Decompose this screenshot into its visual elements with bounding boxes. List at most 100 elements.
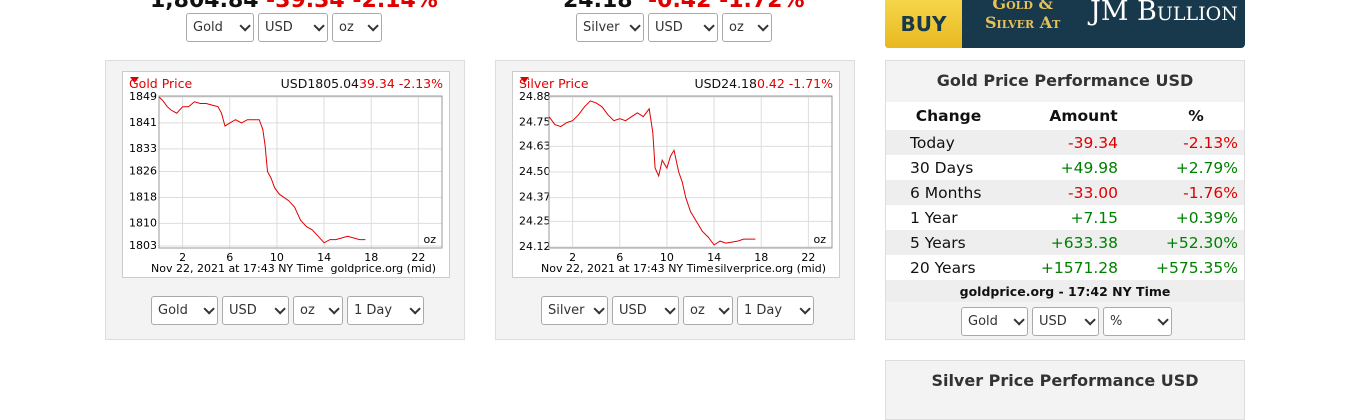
chart-title: Silver Price — [519, 76, 589, 91]
dropdown[interactable]: USD — [1032, 307, 1099, 336]
x-tick-label: 18 — [364, 251, 378, 264]
performance-title: Silver Price Performance USD — [931, 371, 1199, 390]
plot-frame — [158, 95, 443, 249]
dropdown[interactable]: Silver — [576, 13, 644, 42]
table-cell: +2.79% — [1175, 158, 1238, 177]
chart-title: Gold Price — [129, 76, 193, 91]
price-line — [548, 100, 756, 246]
ad-brand: JM Bullion — [1090, 0, 1238, 27]
x-tick-label: 6 — [226, 251, 233, 264]
page: 1,804.84 -39.34 -2.14% 24.18 -0.42 -1.72… — [0, 0, 1366, 400]
y-tick-label: 1810 — [129, 216, 157, 229]
price-line — [158, 96, 366, 244]
select-row: Silver USD oz — [576, 13, 772, 42]
table-row: 5 Years +633.38 +52.30% — [886, 230, 1244, 255]
y-tick-label: 1849 — [129, 90, 157, 103]
ad-tagline: Gold & Silver At — [985, 0, 1060, 32]
table-cell: 5 Years — [910, 233, 966, 252]
select-row: Gold USD% — [961, 307, 1172, 336]
y-tick-label: 24.25 — [519, 214, 551, 227]
chart-panel: Silver Price USD24.18 0.42 -1.71% 24.88 24.7… — [495, 60, 855, 340]
dropdown[interactable]: Gold — [151, 296, 218, 325]
y-tick-label: 1826 — [129, 165, 157, 178]
table-cell: -33.00 — [1068, 183, 1118, 202]
silver-price: 24.18 — [563, 0, 633, 13]
chart-quote: USD24.18 0.42 -1.71% — [520, 76, 833, 91]
dropdown[interactable]: oz — [683, 296, 733, 325]
table-row: 30 Days +49.98 +2.79% — [886, 155, 1244, 180]
unit-label: oz — [423, 233, 436, 246]
x-tick-label: 14 — [317, 251, 331, 264]
down-arrow-shape — [130, 77, 139, 83]
down-arrow — [130, 77, 139, 83]
dropdown[interactable]: 1 Day — [737, 296, 814, 325]
ad-banner[interactable]: BUY Gold & Silver At JM Bullion — [885, 0, 1245, 48]
y-tick-label: 24.37 — [519, 191, 551, 204]
table-cell: Today — [910, 133, 955, 152]
x-tick-label: 10 — [270, 251, 284, 264]
chart-quote: USD1805.04 39.34 -2.13% — [130, 76, 443, 91]
gold-change: -39.34 -2.14% — [266, 0, 438, 13]
dropdown[interactable]: USD — [258, 13, 328, 42]
column-header: % — [1188, 107, 1204, 125]
table-cell: +1571.28 — [1040, 258, 1118, 277]
dropdown[interactable]: oz — [293, 296, 343, 325]
table-cell: 20 Years — [910, 258, 976, 277]
table-cell: -2.13% — [1183, 133, 1238, 152]
dropdown[interactable]: oz — [332, 13, 382, 42]
select-row: Gold USD oz 1 Day — [151, 296, 424, 325]
ad-tagline-line: Gold & — [992, 0, 1053, 13]
table-cell: +49.98 — [1060, 158, 1118, 177]
y-tick-label: 1803 — [129, 239, 157, 252]
dropdown[interactable]: USD — [612, 296, 679, 325]
chart: Gold Price USD1805.04 39.34 -2.13% 1849 1841… — [122, 71, 450, 278]
table-cell: +52.30% — [1165, 233, 1238, 252]
dropdown[interactable]: Gold — [186, 13, 254, 42]
ad-tagline-line: Silver At — [985, 13, 1061, 32]
chart-change: 39.34 -2.13% — [359, 76, 443, 91]
dropdown[interactable]: oz — [722, 13, 772, 42]
table-row: 1 Year +7.15 +0.39% — [886, 205, 1244, 230]
column-header: Change — [915, 107, 982, 125]
y-tick-label: 24.75 — [519, 116, 551, 129]
x-tick-label: 6 — [616, 251, 623, 264]
dropdown[interactable]: Gold — [961, 307, 1028, 336]
select-row: Gold USD oz — [186, 13, 382, 42]
table-cell: +575.35% — [1156, 258, 1238, 277]
y-tick-label: 24.50 — [519, 165, 551, 178]
dropdown[interactable]: % — [1103, 307, 1172, 336]
table-row: 20 Years +1571.28 +575.35% — [886, 255, 1244, 280]
column-header: Amount — [1049, 107, 1118, 125]
chart-change: 0.42 -1.71% — [756, 76, 833, 91]
table-source: goldprice.org - 17:42 NY Time — [886, 280, 1244, 302]
x-tick-label: 22 — [801, 251, 815, 264]
performance-title: Gold Price Performance USD — [936, 71, 1194, 90]
y-tick-label: 1818 — [129, 190, 157, 203]
chart: Silver Price USD24.18 0.42 -1.71% 24.88 24.7… — [512, 71, 840, 278]
dropdown[interactable]: USD — [222, 296, 289, 325]
dropdown[interactable]: Silver — [541, 296, 608, 325]
table-cell: -1.76% — [1183, 183, 1238, 202]
chart-svg: 24.88 24.75 24.63 24.50 24.37 24.25 24.12 2 6 10 1… — [519, 90, 833, 275]
x-tick-label: 2 — [569, 251, 576, 264]
table-cell: 30 Days — [910, 158, 974, 177]
select-row: Silver USD oz 1 Day — [541, 296, 814, 325]
chart-panel: Gold Price USD1805.04 39.34 -2.13% 1849 1841… — [105, 60, 465, 340]
dropdown[interactable]: 1 Day — [347, 296, 424, 325]
table-cell: +0.39% — [1175, 208, 1238, 227]
chart-date: Nov 22, 2021 at 17:43 NY Time — [151, 262, 324, 275]
ad-button[interactable]: BUY — [885, 0, 962, 48]
y-tick-label: 1841 — [129, 116, 157, 129]
x-tick-label: 22 — [411, 251, 425, 264]
y-tick-label: 1833 — [129, 142, 157, 155]
table-cell: 1 Year — [910, 208, 958, 227]
unit-label: oz — [813, 233, 826, 246]
table-cell: 6 Months — [910, 183, 982, 202]
x-tick-label: 2 — [179, 251, 186, 264]
table-row: 6 Months -33.00 -1.76% — [886, 180, 1244, 205]
dropdown[interactable]: USD — [648, 13, 718, 42]
table-cell: +7.15 — [1070, 208, 1119, 227]
table-cell: -39.34 — [1068, 133, 1118, 152]
performance-panel: Gold Price Performance USD Change Amount%… — [885, 60, 1245, 340]
plot-frame — [548, 95, 833, 249]
